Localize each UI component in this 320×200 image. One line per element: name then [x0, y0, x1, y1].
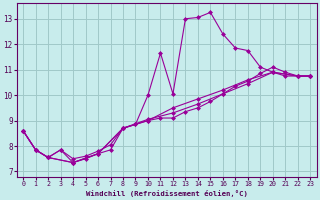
X-axis label: Windchill (Refroidissement éolien,°C): Windchill (Refroidissement éolien,°C): [86, 190, 248, 197]
